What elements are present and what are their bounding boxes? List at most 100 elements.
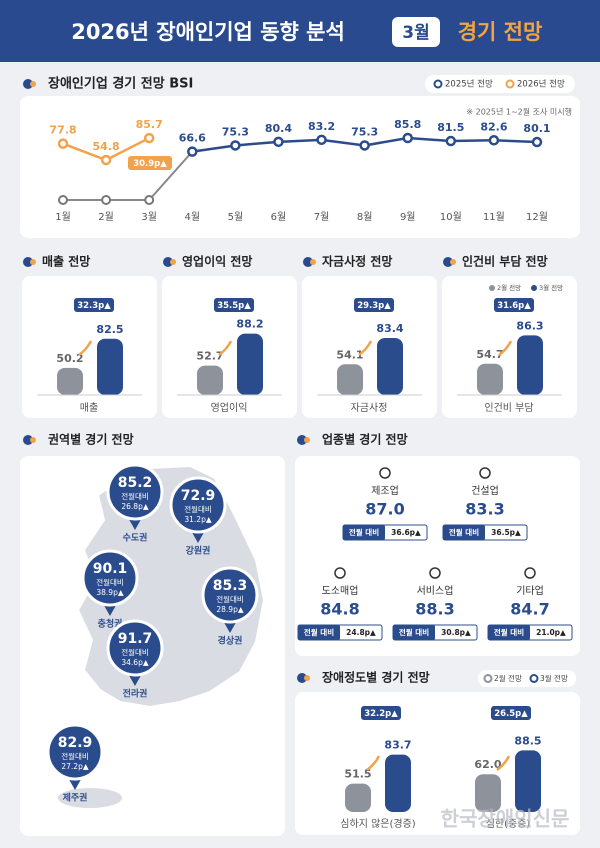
x-tick-label: 4월 bbox=[184, 211, 200, 223]
region-name: 전라권 bbox=[123, 688, 148, 700]
series-point bbox=[531, 136, 543, 148]
change-label: 29.3p▲ bbox=[357, 301, 391, 311]
legend-marker bbox=[505, 79, 515, 89]
x-tick-label: 9월 bbox=[400, 211, 416, 223]
industry-change: 21.0p▲ bbox=[536, 628, 566, 637]
region-value: 85.3 bbox=[213, 578, 248, 594]
series-point bbox=[187, 146, 198, 157]
legend-label: 2026년 전망 bbox=[517, 79, 565, 90]
legend-label: 2월 전망 bbox=[494, 673, 522, 683]
change-badge bbox=[491, 706, 531, 720]
x-tick-label: 11월 bbox=[483, 211, 505, 223]
region-change-label: 전월대비 bbox=[216, 594, 244, 604]
region-name: 충청권 bbox=[98, 618, 123, 630]
industry-icon bbox=[479, 467, 491, 479]
title-dot bbox=[23, 257, 33, 267]
region-name: 경상권 bbox=[218, 635, 243, 647]
bar bbox=[345, 783, 371, 812]
title-dot bbox=[303, 257, 313, 267]
data-label: 86.3 bbox=[516, 319, 543, 332]
not-surveyed-point bbox=[101, 195, 112, 205]
region-change-label: 전월대비 bbox=[184, 504, 212, 514]
region-change: 26.8p▲ bbox=[121, 502, 148, 511]
industry-change: 36.5p▲ bbox=[491, 528, 521, 537]
data-label: 62.0 bbox=[474, 758, 501, 771]
watermark: 한국장애인신문 bbox=[441, 807, 570, 831]
industry-name: 제조업 bbox=[371, 484, 399, 497]
title-dot bbox=[23, 435, 33, 445]
card bbox=[302, 276, 437, 418]
pin bbox=[106, 619, 164, 677]
card bbox=[22, 276, 157, 418]
bar bbox=[385, 754, 411, 812]
legend-marker bbox=[531, 285, 537, 291]
industry-change: 30.8p▲ bbox=[441, 628, 471, 637]
region-change: 38.9p▲ bbox=[96, 588, 123, 597]
title-dot-accent bbox=[170, 259, 176, 265]
region-change-label: 전월대비 bbox=[61, 751, 89, 761]
bar bbox=[377, 337, 403, 395]
data-label: 51.5 bbox=[344, 768, 371, 781]
legend-marker bbox=[529, 674, 539, 683]
industry-name: 도소매업 bbox=[322, 584, 359, 597]
industry-value: 84.7 bbox=[510, 600, 549, 619]
data-label: 66.6 bbox=[179, 132, 206, 145]
title-dot bbox=[297, 435, 307, 445]
industry-value: 88.3 bbox=[415, 600, 454, 619]
header-title: 2026년 장애인기업 동향 분석 bbox=[71, 20, 345, 44]
data-label: 75.3 bbox=[351, 125, 378, 138]
change-pill-label-bg bbox=[298, 625, 340, 640]
region-change: 28.9p▲ bbox=[216, 605, 243, 614]
industry-icon bbox=[334, 567, 346, 579]
not-surveyed-point bbox=[58, 195, 68, 205]
pin bbox=[81, 549, 139, 607]
series-point bbox=[488, 135, 500, 146]
series-point bbox=[100, 154, 112, 166]
industry-name: 건설업 bbox=[471, 484, 499, 497]
industry-name: 서비스업 bbox=[417, 584, 454, 597]
data-label: 80.1 bbox=[523, 122, 550, 135]
industry-icon bbox=[524, 567, 536, 579]
badge bbox=[392, 17, 440, 47]
x-tick-label: 10월 bbox=[440, 211, 462, 223]
section-title: 장애인기업 경기 전망 BSI bbox=[48, 76, 193, 92]
data-label: 54.7 bbox=[476, 348, 503, 361]
region-change-label: 전월대비 bbox=[96, 577, 124, 587]
change-label: 32.2p▲ bbox=[364, 709, 398, 719]
region-name: 강원권 bbox=[186, 545, 211, 557]
change-badge bbox=[361, 706, 401, 720]
legend-label: 3월 전망 bbox=[539, 283, 563, 292]
legend-box bbox=[425, 75, 575, 93]
x-tick-label: 8월 bbox=[357, 211, 373, 223]
x-tick-label: 5월 bbox=[228, 211, 244, 223]
section-title: 매출 전망 bbox=[42, 254, 90, 269]
title-dot-accent bbox=[304, 675, 310, 681]
title-dot bbox=[23, 79, 33, 89]
series-point bbox=[57, 138, 69, 149]
region-change: 27.2p▲ bbox=[61, 762, 88, 771]
title-dot-accent bbox=[450, 259, 456, 265]
x-tick-label: 7월 bbox=[314, 211, 330, 223]
title-dot-accent bbox=[30, 259, 36, 265]
bar bbox=[475, 774, 501, 812]
arrow bbox=[358, 340, 373, 356]
arrow bbox=[218, 340, 233, 356]
change-pill-label: 전월 대비 bbox=[449, 527, 479, 537]
section-title: 인건비 부담 전망 bbox=[462, 254, 548, 269]
category-label: 자금사정 bbox=[351, 402, 388, 414]
data-label: 83.2 bbox=[308, 120, 335, 133]
region-name: 제주권 bbox=[63, 792, 88, 804]
data-label: 85.7 bbox=[136, 118, 163, 131]
data-label: 82.5 bbox=[96, 323, 123, 336]
legend-label: 3월 전망 bbox=[540, 673, 568, 683]
bar bbox=[517, 335, 543, 395]
data-label: 88.2 bbox=[236, 318, 263, 331]
industry-value: 84.8 bbox=[320, 600, 359, 619]
data-label: 80.4 bbox=[265, 122, 292, 135]
section-title: 권역별 경기 전망 bbox=[48, 432, 134, 447]
region-change-label: 전월대비 bbox=[121, 647, 149, 657]
header-band bbox=[0, 0, 600, 62]
title-dot-accent bbox=[30, 81, 36, 87]
legend-box bbox=[478, 670, 576, 687]
section-title: 영업이익 전망 bbox=[182, 254, 252, 269]
